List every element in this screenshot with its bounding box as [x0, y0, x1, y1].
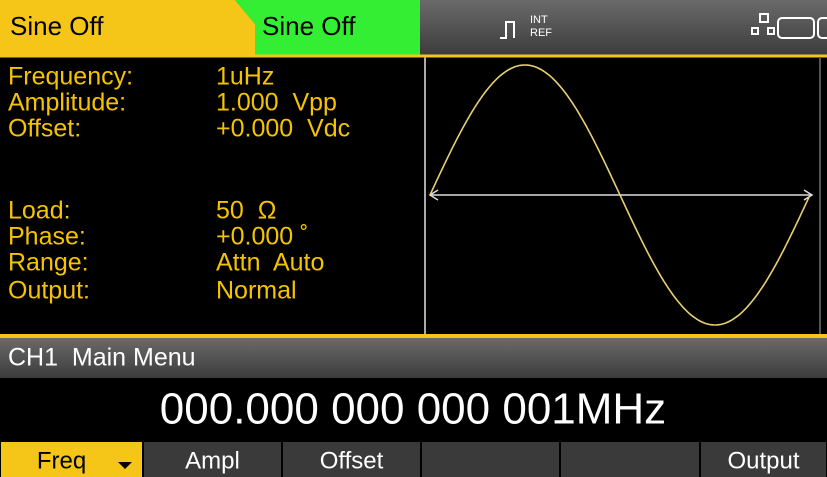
- param-value: +0.000 ˚: [216, 223, 308, 251]
- waveform: [429, 64, 811, 326]
- ref-top: INT: [530, 14, 548, 26]
- softkey[interactable]: [283, 442, 420, 477]
- softkey-label: Ampl: [185, 447, 240, 474]
- softkey-label: Output: [727, 447, 799, 474]
- param-label: Load:: [8, 197, 71, 225]
- softkey-label: Freq: [37, 447, 86, 474]
- param-label: Amplitude:: [8, 89, 126, 117]
- trigger-icon: [500, 21, 515, 39]
- param-label: Frequency:: [8, 63, 133, 91]
- status-icons: [751, 13, 827, 39]
- tab2-label: Sine Off: [262, 11, 356, 41]
- softkey-blank[interactable]: [422, 442, 559, 477]
- param-value: 1uHz: [216, 63, 274, 91]
- tab-ch2[interactable]: [235, 0, 420, 55]
- param-label: Offset:: [8, 115, 81, 143]
- softkey[interactable]: [1, 442, 142, 477]
- param-value: Attn Auto: [216, 249, 324, 277]
- softkey-label: Offset: [320, 447, 384, 474]
- param-value: Normal: [216, 277, 297, 305]
- param-label: Output:: [8, 277, 90, 305]
- param-label: Phase:: [8, 223, 86, 251]
- softkey-blank[interactable]: [561, 442, 699, 477]
- tab1-label: Sine Off: [10, 11, 104, 41]
- menu-bar: [0, 338, 827, 378]
- param-label: Range:: [8, 249, 89, 277]
- softkey[interactable]: [144, 442, 281, 477]
- frequency-display: 000.000 000 000 001MHz: [160, 385, 666, 434]
- param-value: 1.000 Vpp: [216, 89, 337, 117]
- param-value: 50 Ω: [216, 197, 276, 225]
- softkey[interactable]: [701, 442, 826, 477]
- tab-ch1[interactable]: [0, 0, 255, 55]
- ref-bottom: REF: [530, 27, 552, 39]
- menu-title: CH1 Main Menu: [8, 344, 196, 372]
- softkeys: Freq Ampl Offset Output: [1, 442, 826, 477]
- param-value: +0.000 Vdc: [216, 115, 350, 143]
- dropdown-arrow: [118, 462, 132, 469]
